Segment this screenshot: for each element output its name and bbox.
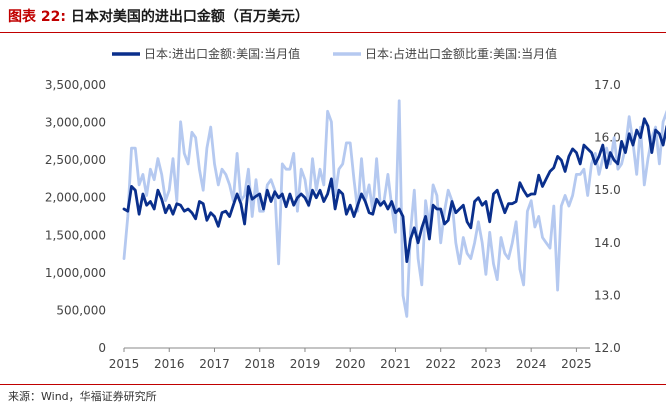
figure-title-text: 日本对美国的进出口金额（百万美元） — [70, 9, 309, 25]
x-tick-label: 2020 — [335, 357, 366, 371]
right-tick-label: 14.0 — [594, 236, 621, 250]
x-tick-label: 2025 — [561, 357, 592, 371]
left-tick-label: 2,500,000 — [45, 153, 106, 167]
left-tick-label: 500,000 — [56, 303, 106, 317]
right-tick-label: 16.0 — [594, 131, 621, 145]
x-tick-label: 2017 — [199, 357, 230, 371]
x-tick-label: 2016 — [154, 357, 185, 371]
legend-label-trade-value: 日本:进出口金额:美国:当月值 — [144, 46, 300, 61]
series-group — [122, 99, 666, 318]
legend: 日本:进出口金额:美国:当月值 日本:占进出口金额比重:美国:当月值 — [112, 46, 557, 61]
title-rule — [0, 32, 666, 33]
left-tick-label: 1,500,000 — [45, 228, 106, 242]
figure-label: 图表 22: — [8, 9, 66, 25]
x-tick-label: 2018 — [244, 357, 275, 371]
left-tick-label: 3,000,000 — [45, 116, 106, 130]
x-tick-label: 2019 — [290, 357, 321, 371]
left-axis: 0 500,000 1,000,000 1,500,000 2,000,000 2,500… — [45, 78, 106, 355]
right-axis: 12.0 13.0 14.0 15.0 16.0 17.0 — [594, 78, 621, 355]
series-line-share — [122, 99, 666, 318]
left-tick-label: 2,000,000 — [45, 191, 106, 205]
legend-label-share: 日本:占进出口金额比重:美国:当月值 — [365, 46, 557, 61]
x-tick-label: 2023 — [471, 357, 502, 371]
x-tick-label: 2015 — [109, 357, 140, 371]
x-axis: 2015 2016 2017 2018 2019 2020 2021 2022 2023 2024… — [109, 347, 592, 371]
left-tick-label: 1,000,000 — [45, 266, 106, 280]
x-tick-label: 2024 — [516, 357, 547, 371]
right-tick-label: 15.0 — [594, 183, 621, 197]
right-tick-label: 13.0 — [594, 288, 621, 302]
left-tick-label: 0 — [98, 341, 106, 355]
right-tick-label: 12.0 — [594, 341, 621, 355]
left-tick-label: 3,500,000 — [45, 78, 106, 92]
right-tick-label: 17.0 — [594, 78, 621, 92]
series-line-trade-value — [122, 117, 666, 264]
figure-title: 图表 22: 日本对美国的进出口金额（百万美元） — [8, 6, 309, 26]
source-rule — [0, 384, 666, 385]
x-tick-label: 2022 — [425, 357, 456, 371]
source-note: 来源：Wind，华福证券研究所 — [8, 390, 157, 403]
x-tick-label: 2021 — [380, 357, 411, 371]
